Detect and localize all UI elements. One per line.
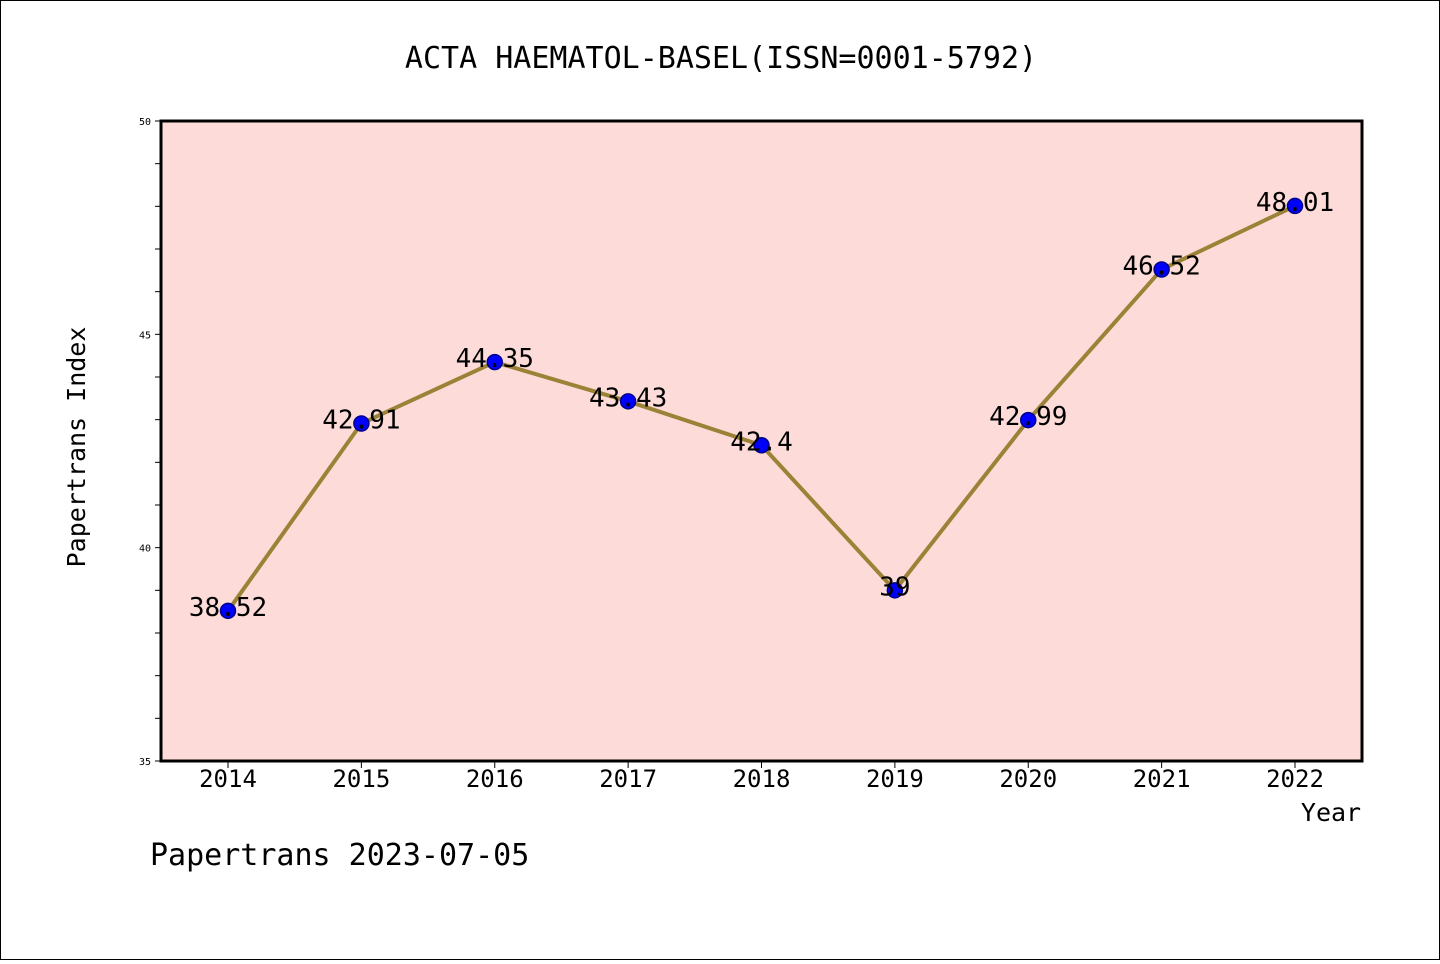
x-axis-title: Year (1301, 798, 1361, 827)
x-tick-label: 2018 (733, 765, 791, 793)
data-label: 39 (879, 572, 910, 602)
x-tick-label: 2020 (999, 765, 1057, 793)
data-point (1020, 411, 1037, 429)
data-point (1153, 261, 1170, 278)
data-label: 44.35 (456, 344, 534, 374)
data-labels: 38.52 42.91 44.35 43.43 42.4 39 42.99 46.52 48.0… (189, 188, 1334, 623)
data-point (353, 415, 370, 432)
chart-title: ACTA HAEMATOL-BASEL(ISSN=0001-5792) (405, 41, 1037, 76)
x-tick-label: 2021 (1133, 765, 1191, 793)
x-tick-label: 2022 (1266, 765, 1324, 793)
x-tick-label: 2017 (599, 765, 657, 793)
data-point (619, 393, 637, 410)
data-point (886, 582, 904, 599)
x-tick-label: 2019 (866, 765, 924, 793)
y-tick-label: 40 (139, 544, 151, 555)
data-label: 43.43 (589, 383, 667, 413)
series-line (219, 197, 1304, 620)
x-axis: 2014 2015 2016 2017 2018 2019 2020 2021 2022 (199, 761, 1324, 793)
x-tick-label: 2014 (199, 765, 257, 793)
data-label: 42.91 (322, 406, 400, 436)
y-tick-label: 45 (139, 330, 151, 341)
data-point (219, 602, 237, 620)
y-axis: 35 40 45 50 (139, 117, 161, 768)
data-point (753, 437, 770, 454)
y-tick-label: 35 (139, 757, 151, 768)
y-tick-label: 50 (139, 117, 151, 128)
x-tick-label: 2015 (332, 765, 390, 793)
data-point (1286, 197, 1304, 215)
data-label: 46.52 (1122, 251, 1200, 281)
data-label: 48.01 (1256, 188, 1334, 218)
data-label: 38.52 (189, 593, 267, 623)
data-label: 42.4 (730, 427, 793, 457)
footer-text: Papertrans 2023-07-05 (150, 838, 529, 873)
x-tick-label: 2016 (466, 765, 524, 793)
data-label: 42.99 (989, 402, 1067, 432)
y-axis-title: Papertrans Index (62, 327, 91, 568)
data-point (486, 353, 503, 371)
